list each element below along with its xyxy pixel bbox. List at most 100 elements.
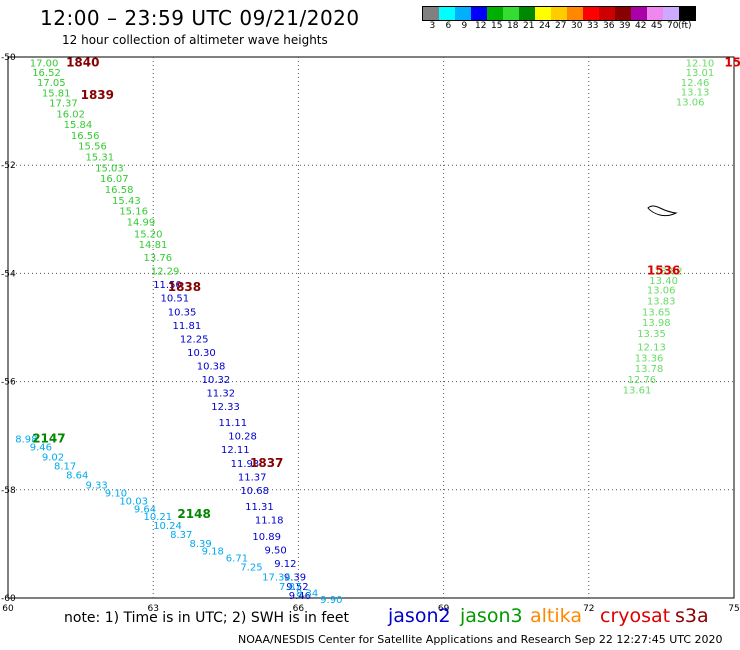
colorbar-swatch bbox=[551, 7, 567, 20]
wave-height-value: 10.32 bbox=[202, 375, 231, 386]
wave-height-value: 17.37 bbox=[49, 98, 78, 109]
wave-height-value: 9.90 bbox=[320, 595, 342, 606]
wave-height-value: 15.31 bbox=[85, 153, 114, 164]
track-id-label: 1839 bbox=[81, 88, 114, 102]
longitude-tick-label: 63 bbox=[147, 604, 158, 614]
wave-height-value: 11.31 bbox=[245, 502, 274, 513]
wave-height-value: 10.24 bbox=[153, 521, 182, 532]
wave-height-value: 11.11 bbox=[219, 418, 248, 429]
colorbar-label: 39 bbox=[619, 21, 631, 31]
wave-height-value: 13.83 bbox=[647, 296, 676, 307]
wave-height-value: 8.64 bbox=[66, 471, 88, 482]
colorbar-swatch bbox=[503, 7, 519, 20]
wave-height-value: 8.17 bbox=[54, 461, 76, 472]
wave-height-value: 15.56 bbox=[78, 142, 107, 153]
colorbar-swatch bbox=[535, 7, 551, 20]
wave-height-value: 14.81 bbox=[139, 240, 168, 251]
wave-height-value: 13.76 bbox=[144, 253, 173, 264]
wave-height-value: 13.65 bbox=[642, 307, 671, 318]
wave-height-value: 7.25 bbox=[240, 563, 262, 574]
colorbar-label: 9 bbox=[461, 21, 468, 31]
wave-height-value: 10.51 bbox=[160, 294, 189, 305]
wave-height-value: 13.06 bbox=[647, 286, 676, 297]
colorbar-label: (ft) bbox=[678, 21, 692, 31]
wave-height-value: 13.40 bbox=[649, 276, 678, 287]
wave-height-value: 9.10 bbox=[105, 489, 127, 500]
wave-height-value: 10.03 bbox=[119, 497, 148, 508]
wave-height-value: 16.58 bbox=[105, 185, 134, 196]
wave-height-value: 15.20 bbox=[134, 229, 163, 240]
wave-height-value: 10.30 bbox=[187, 348, 216, 359]
track-id-label: 15 bbox=[724, 55, 740, 69]
colorbar-swatch bbox=[567, 7, 583, 20]
satellite-legend-jason3: jason3 bbox=[460, 605, 523, 627]
satellite-legend-cryosat: cryosat bbox=[600, 605, 671, 627]
wave-height-value: 12.76 bbox=[628, 375, 657, 386]
footer-note: note: 1) Time is in UTC; 2) SWH is in fe… bbox=[64, 610, 350, 626]
longitude-tick-label: 72 bbox=[583, 604, 594, 614]
colorbar-label: 18 bbox=[507, 21, 519, 31]
wave-height-value: 13.36 bbox=[635, 353, 664, 364]
colorbar-swatch bbox=[423, 7, 439, 20]
wave-height-value: 12.10 bbox=[686, 58, 715, 69]
colorbar-swatch bbox=[631, 7, 647, 20]
wave-height-value: 13.82 bbox=[654, 267, 683, 278]
wave-height-value: 9.33 bbox=[85, 480, 107, 491]
island-outline bbox=[647, 205, 678, 217]
colorbar-swatch bbox=[455, 7, 471, 20]
colorbar-swatch bbox=[647, 7, 663, 20]
wave-height-value: 13.61 bbox=[623, 386, 652, 397]
latitude-tick-label: -52 bbox=[1, 161, 16, 171]
track-id-label: 1536 bbox=[647, 264, 680, 278]
wave-height-value: 15.84 bbox=[64, 120, 93, 131]
wave-height-value: 13.13 bbox=[681, 88, 710, 99]
wave-height-value: 12.29 bbox=[151, 267, 180, 278]
track-id-label: 1838 bbox=[168, 280, 201, 294]
wave-height-value: 12.46 bbox=[681, 78, 710, 89]
colorbar-swatch bbox=[439, 7, 455, 20]
wave-height-value: 9.46 bbox=[30, 443, 52, 454]
wave-height-value: 17.00 bbox=[30, 58, 59, 69]
wave-height-value: 10.89 bbox=[252, 532, 281, 543]
wave-height-value: 13.98 bbox=[642, 318, 671, 329]
wave-height-value: 12.33 bbox=[211, 402, 240, 413]
colorbar-label: 70 bbox=[667, 21, 679, 31]
wave-height-value: 9.02 bbox=[42, 452, 64, 463]
colorbar-swatch bbox=[487, 7, 503, 20]
wave-height-value: 8.39 bbox=[190, 539, 212, 550]
wave-height-value: 15.03 bbox=[95, 163, 124, 174]
latitude-tick-label: -58 bbox=[1, 486, 16, 496]
wave-height-value: 11.50 bbox=[153, 280, 182, 291]
wave-height-value: 9.18 bbox=[202, 546, 224, 557]
map-subtitle: 12 hour collection of altimeter wave hei… bbox=[62, 33, 328, 47]
wave-height-value: 10.35 bbox=[168, 307, 197, 318]
wave-height-value: 6.71 bbox=[226, 553, 248, 564]
wave-height-value: 10.68 bbox=[240, 486, 269, 497]
colorbar-label: 12 bbox=[475, 21, 487, 31]
wave-height-value: 8.37 bbox=[170, 530, 192, 541]
wave-height-value: 16.56 bbox=[71, 131, 100, 142]
colorbar-label: 27 bbox=[555, 21, 567, 31]
satellite-legend-altika: altika bbox=[530, 605, 582, 627]
colorbar-label: 33 bbox=[587, 21, 599, 31]
map-title: 12:00 – 23:59 UTC 09/21/2020 bbox=[40, 6, 360, 30]
wave-height-value: 11.18 bbox=[255, 516, 284, 527]
map-frame bbox=[7, 56, 735, 599]
wave-height-value: 12.25 bbox=[180, 334, 209, 345]
colorbar-swatch bbox=[471, 7, 487, 20]
satellite-legend-jason2: jason2 bbox=[388, 605, 451, 627]
latitude-tick-label: -50 bbox=[1, 53, 16, 63]
colorbar-label: 6 bbox=[445, 21, 452, 31]
wave-height-value: 13.01 bbox=[686, 68, 715, 79]
longitude-tick-label: 75 bbox=[728, 604, 739, 614]
colorbar-label: 24 bbox=[539, 21, 551, 31]
longitude-tick-label: 69 bbox=[438, 604, 450, 614]
wave-height-value: 9.64 bbox=[134, 505, 156, 516]
latitude-tick-label: -56 bbox=[1, 378, 16, 388]
wave-height-value: 14.99 bbox=[127, 217, 156, 228]
track-id-label: 1837 bbox=[250, 456, 283, 470]
wave-height-value: 15.81 bbox=[42, 89, 71, 100]
wave-height-value: 11.81 bbox=[173, 321, 202, 332]
colorbar-label: 15 bbox=[491, 21, 503, 31]
